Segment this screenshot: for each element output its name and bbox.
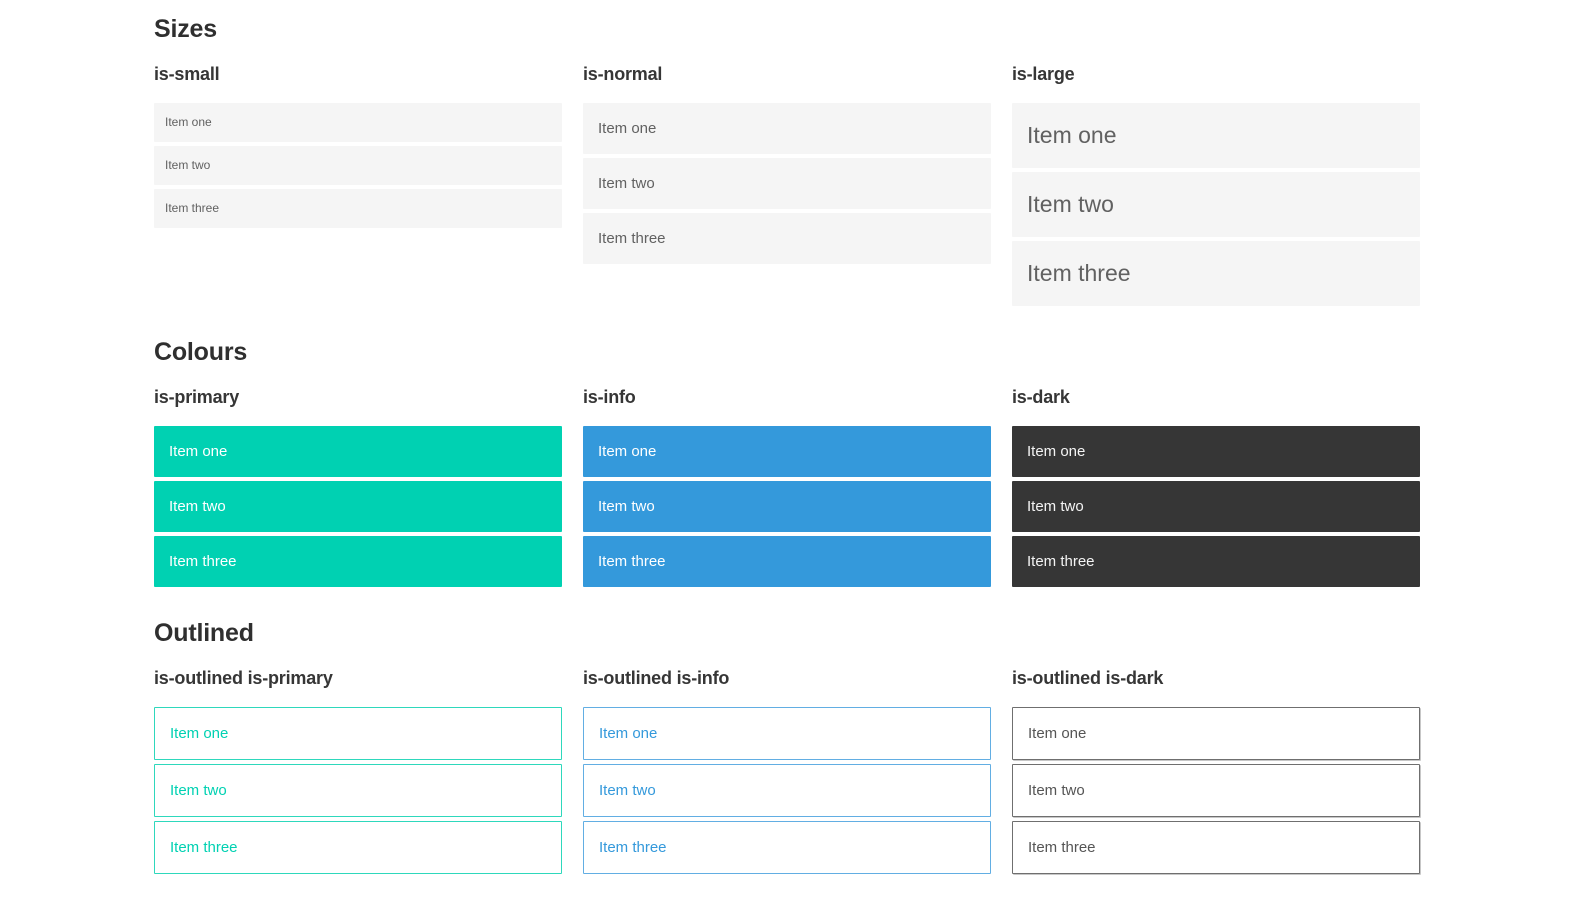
- section-sizes: Sizes is-small Item one Item two Item th…: [154, 14, 1420, 310]
- list-outlined-dark: Item one Item two Item three: [1012, 707, 1420, 874]
- list-is-dark: Item one Item two Item three: [1012, 426, 1420, 587]
- list-item[interactable]: Item three: [154, 536, 562, 587]
- section-title-outlined: Outlined: [154, 619, 254, 647]
- list-item[interactable]: Item one: [583, 707, 991, 760]
- list-outlined-info: Item one Item two Item three: [583, 707, 991, 874]
- list-item[interactable]: Item one: [154, 103, 562, 142]
- list-item[interactable]: Item two: [1012, 764, 1420, 817]
- list-item[interactable]: Item two: [583, 158, 991, 209]
- page-container: Sizes is-small Item one Item two Item th…: [154, 0, 1420, 878]
- list-item[interactable]: Item three: [583, 213, 991, 264]
- section-outlined: Outlined is-outlined is-primary Item one…: [154, 618, 1420, 878]
- list-item[interactable]: Item two: [1012, 172, 1420, 237]
- column-is-small: is-small Item one Item two Item three: [154, 44, 562, 232]
- group-heading-is-dark: is-dark: [1012, 387, 1070, 407]
- list-item[interactable]: Item one: [583, 103, 991, 154]
- group-heading-is-small: is-small: [154, 64, 220, 84]
- list-item[interactable]: Item two: [583, 481, 991, 532]
- list-is-small: Item one Item two Item three: [154, 103, 562, 228]
- group-heading-outlined-dark: is-outlined is-dark: [1012, 668, 1164, 688]
- group-heading-outlined-info: is-outlined is-info: [583, 668, 730, 688]
- column-outlined-info: is-outlined is-info Item one Item two It…: [583, 648, 991, 878]
- group-heading-is-primary: is-primary: [154, 387, 240, 407]
- list-item[interactable]: Item two: [154, 764, 562, 817]
- group-heading-outlined-primary: is-outlined is-primary: [154, 668, 333, 688]
- column-outlined-dark: is-outlined is-dark Item one Item two It…: [1012, 648, 1420, 878]
- list-item[interactable]: Item two: [583, 764, 991, 817]
- section-colours: Colours is-primary Item one Item two Ite…: [154, 337, 1420, 591]
- column-outlined-primary: is-outlined is-primary Item one Item two…: [154, 648, 562, 878]
- list-item[interactable]: Item one: [583, 426, 991, 477]
- list-item[interactable]: Item two: [154, 481, 562, 532]
- list-is-primary: Item one Item two Item three: [154, 426, 562, 587]
- list-item[interactable]: Item three: [154, 189, 562, 228]
- list-is-normal: Item one Item two Item three: [583, 103, 991, 264]
- group-heading-is-info: is-info: [583, 387, 636, 407]
- list-item[interactable]: Item two: [154, 146, 562, 185]
- column-is-info: is-info Item one Item two Item three: [583, 367, 991, 591]
- list-item[interactable]: Item one: [1012, 103, 1420, 168]
- list-item[interactable]: Item three: [1012, 241, 1420, 306]
- list-is-info: Item one Item two Item three: [583, 426, 991, 587]
- column-is-dark: is-dark Item one Item two Item three: [1012, 367, 1420, 591]
- group-heading-is-large: is-large: [1012, 64, 1075, 84]
- sizes-columns: is-small Item one Item two Item three is…: [154, 44, 1420, 310]
- list-item[interactable]: Item three: [154, 821, 562, 874]
- colours-columns: is-primary Item one Item two Item three …: [154, 367, 1420, 591]
- section-title-colours: Colours: [154, 338, 248, 366]
- list-is-large: Item one Item two Item three: [1012, 103, 1420, 306]
- list-item[interactable]: Item three: [583, 536, 991, 587]
- group-heading-is-normal: is-normal: [583, 64, 663, 84]
- list-item[interactable]: Item three: [583, 821, 991, 874]
- list-item[interactable]: Item one: [154, 707, 562, 760]
- section-title-sizes: Sizes: [154, 15, 217, 43]
- list-item[interactable]: Item two: [1012, 481, 1420, 532]
- column-is-large: is-large Item one Item two Item three: [1012, 44, 1420, 310]
- list-item[interactable]: Item one: [1012, 707, 1420, 760]
- list-outlined-primary: Item one Item two Item three: [154, 707, 562, 874]
- column-is-normal: is-normal Item one Item two Item three: [583, 44, 991, 268]
- list-item[interactable]: Item one: [154, 426, 562, 477]
- list-item[interactable]: Item one: [1012, 426, 1420, 477]
- list-item[interactable]: Item three: [1012, 536, 1420, 587]
- column-is-primary: is-primary Item one Item two Item three: [154, 367, 562, 591]
- list-item[interactable]: Item three: [1012, 821, 1420, 874]
- outlined-columns: is-outlined is-primary Item one Item two…: [154, 648, 1420, 878]
